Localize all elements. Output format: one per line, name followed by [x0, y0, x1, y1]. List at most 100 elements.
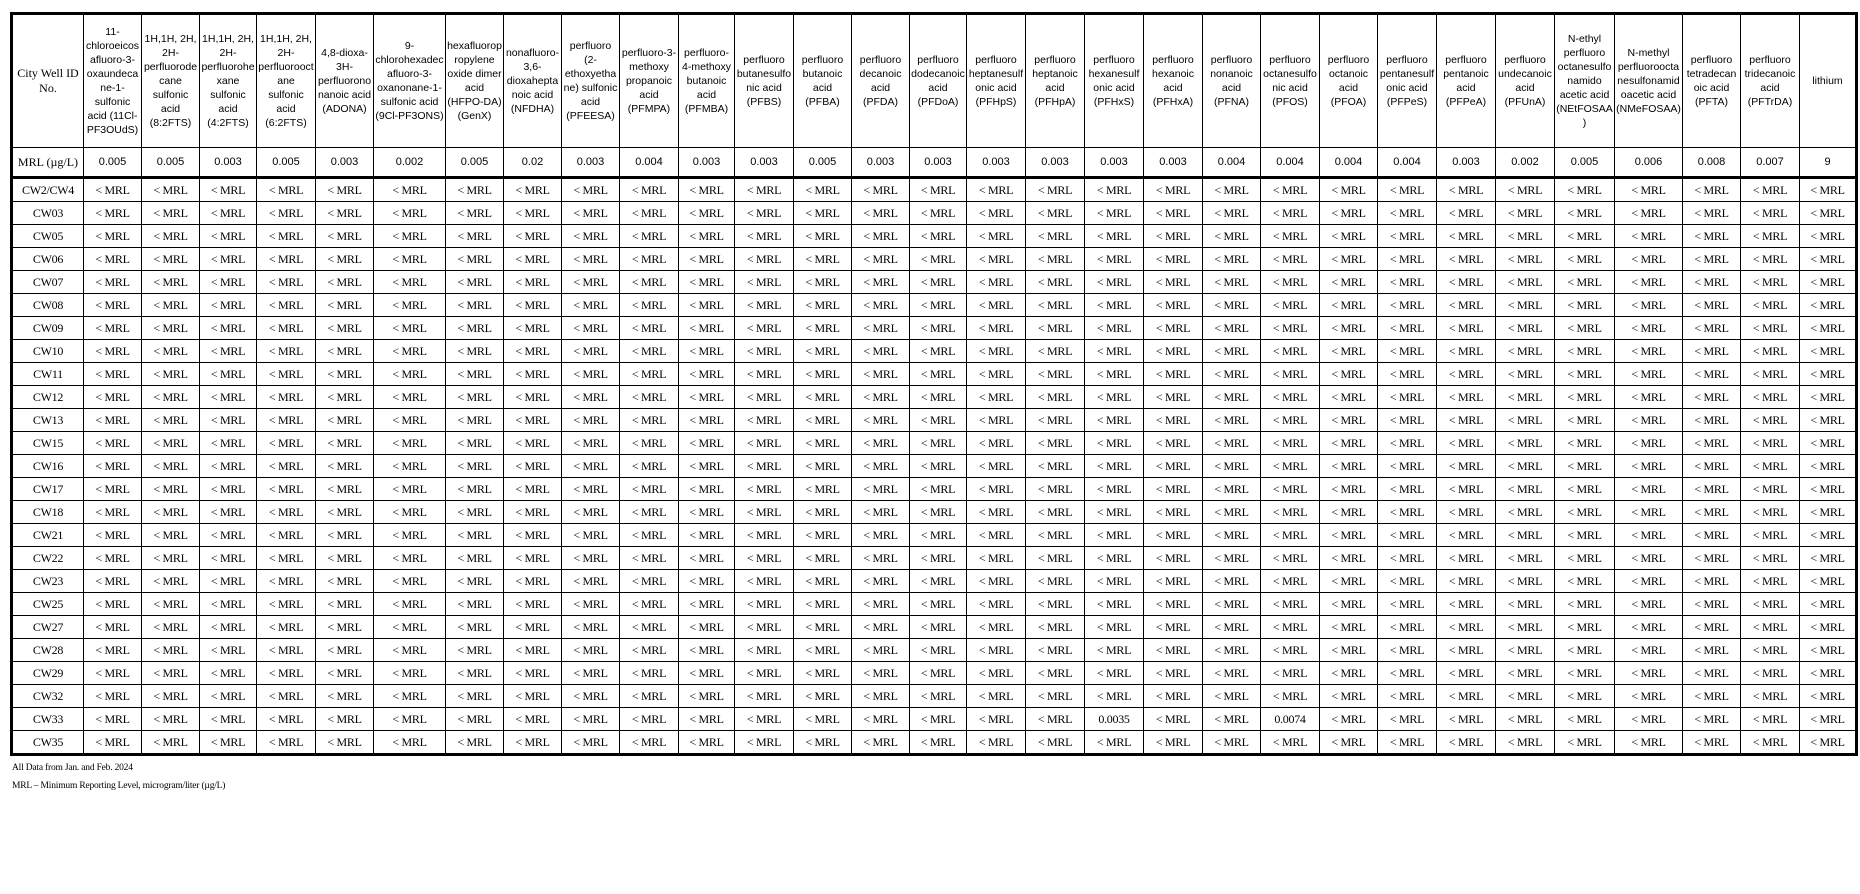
result-cell: < MRL — [793, 707, 852, 731]
result-cell: < MRL — [1436, 684, 1496, 708]
result-cell: < MRL — [256, 201, 316, 225]
result-cell: < MRL — [1495, 500, 1555, 524]
result-cell: < MRL — [1614, 592, 1683, 616]
result-cell: < MRL — [1682, 431, 1741, 455]
result-cell: < MRL — [619, 477, 679, 501]
result-cell: < MRL — [678, 523, 735, 547]
result-cell: < MRL — [373, 592, 446, 616]
result-cell: < MRL — [561, 661, 620, 685]
result-cell: < MRL — [256, 730, 316, 755]
result-cell: < MRL — [1614, 684, 1683, 708]
result-cell: < MRL — [199, 247, 257, 271]
result-cell: < MRL — [315, 247, 374, 271]
result-cell: < MRL — [966, 707, 1026, 731]
result-cell: < MRL — [1436, 201, 1496, 225]
result-cell: < MRL — [1143, 385, 1203, 409]
result-cell: < MRL — [1436, 408, 1496, 432]
result-cell: < MRL — [678, 546, 735, 570]
result-cell: < MRL — [315, 684, 374, 708]
result-cell: < MRL — [1495, 684, 1555, 708]
result-cell: < MRL — [445, 316, 504, 340]
result-cell: < MRL — [851, 477, 910, 501]
result-cell: < MRL — [1799, 730, 1857, 755]
result-cell: < MRL — [619, 270, 679, 294]
result-cell: < MRL — [256, 362, 316, 386]
result-cell: < MRL — [1740, 247, 1800, 271]
result-cell: < MRL — [1025, 477, 1085, 501]
result-cell: < MRL — [1143, 477, 1203, 501]
result-cell: < MRL — [1084, 385, 1144, 409]
result-cell: < MRL — [1260, 316, 1320, 340]
table-row: CW13 < MRL < MRL < MRL < MRL < MRL < MRL < MRL <… — [11, 408, 1857, 432]
result-cell: < MRL — [966, 339, 1026, 363]
result-cell: < MRL — [1377, 408, 1437, 432]
result-cell: < MRL — [503, 569, 562, 593]
result-cell: < MRL — [503, 270, 562, 294]
result-cell: < MRL — [1025, 638, 1085, 662]
result-cell: < MRL — [1495, 546, 1555, 570]
result-cell: < MRL — [1202, 339, 1261, 363]
result-cell: < MRL — [561, 523, 620, 547]
column-header: perfluoro hexanoic acid (PFHxA) — [1143, 13, 1203, 148]
result-cell: < MRL — [1554, 293, 1615, 317]
result-cell: < MRL — [1682, 362, 1741, 386]
result-cell: < MRL — [1025, 177, 1085, 202]
result-cell: < MRL — [1682, 247, 1741, 271]
result-cell: < MRL — [1025, 592, 1085, 616]
result-cell: < MRL — [909, 224, 967, 248]
column-header: perfluoro heptanoic acid (PFHpA) — [1025, 13, 1085, 148]
column-header: perfluoro hexanesulfonic acid (PFHxS) — [1084, 13, 1144, 148]
well-id: CW28 — [11, 638, 84, 662]
result-cell: < MRL — [1436, 546, 1496, 570]
result-cell: < MRL — [1202, 638, 1261, 662]
result-cell: < MRL — [445, 270, 504, 294]
result-cell: < MRL — [83, 730, 142, 755]
result-cell: < MRL — [141, 293, 200, 317]
result-cell: < MRL — [373, 523, 446, 547]
result-cell: < MRL — [734, 684, 794, 708]
well-id: CW35 — [11, 730, 84, 755]
result-cell: < MRL — [1319, 730, 1378, 755]
result-cell: < MRL — [966, 270, 1026, 294]
result-cell: < MRL — [1554, 684, 1615, 708]
result-cell: < MRL — [256, 500, 316, 524]
column-header: 11-chloroeicosafluoro-3-oxaundecane-1-su… — [83, 13, 142, 148]
result-cell: < MRL — [1682, 201, 1741, 225]
result-cell: < MRL — [734, 293, 794, 317]
result-cell: < MRL — [83, 661, 142, 685]
result-cell: < MRL — [1202, 569, 1261, 593]
result-cell: < MRL — [1202, 500, 1261, 524]
result-cell: < MRL — [561, 615, 620, 639]
result-cell: < MRL — [619, 707, 679, 731]
result-cell: < MRL — [1495, 362, 1555, 386]
result-cell: < MRL — [851, 316, 910, 340]
result-cell: < MRL — [1682, 224, 1741, 248]
result-cell: < MRL — [199, 500, 257, 524]
result-cell: < MRL — [909, 523, 967, 547]
result-cell: < MRL — [1260, 293, 1320, 317]
result-cell: < MRL — [619, 177, 679, 202]
result-cell: < MRL — [734, 638, 794, 662]
well-id: CW21 — [11, 523, 84, 547]
result-cell: < MRL — [793, 431, 852, 455]
result-cell: < MRL — [256, 638, 316, 662]
result-cell: < MRL — [1682, 500, 1741, 524]
result-cell: < MRL — [1799, 569, 1857, 593]
result-cell: < MRL — [1554, 523, 1615, 547]
result-cell: < MRL — [1377, 592, 1437, 616]
result-cell: < MRL — [373, 569, 446, 593]
result-cell: < MRL — [793, 638, 852, 662]
result-cell: < MRL — [619, 523, 679, 547]
table-row: CW07 < MRL < MRL < MRL < MRL < MRL < MRL < MRL <… — [11, 270, 1857, 294]
result-cell: < MRL — [734, 661, 794, 685]
column-header: 1H,1H, 2H, 2H-perfluorodecane sulfonic a… — [141, 13, 200, 148]
mrl-value: 0.004 — [1260, 147, 1320, 179]
result-cell: < MRL — [619, 615, 679, 639]
result-cell: < MRL — [315, 201, 374, 225]
result-cell: < MRL — [1740, 177, 1800, 202]
result-cell: < MRL — [1614, 408, 1683, 432]
result-cell: < MRL — [1143, 408, 1203, 432]
result-cell: < MRL — [315, 270, 374, 294]
result-cell: < MRL — [373, 385, 446, 409]
result-cell: < MRL — [256, 339, 316, 363]
